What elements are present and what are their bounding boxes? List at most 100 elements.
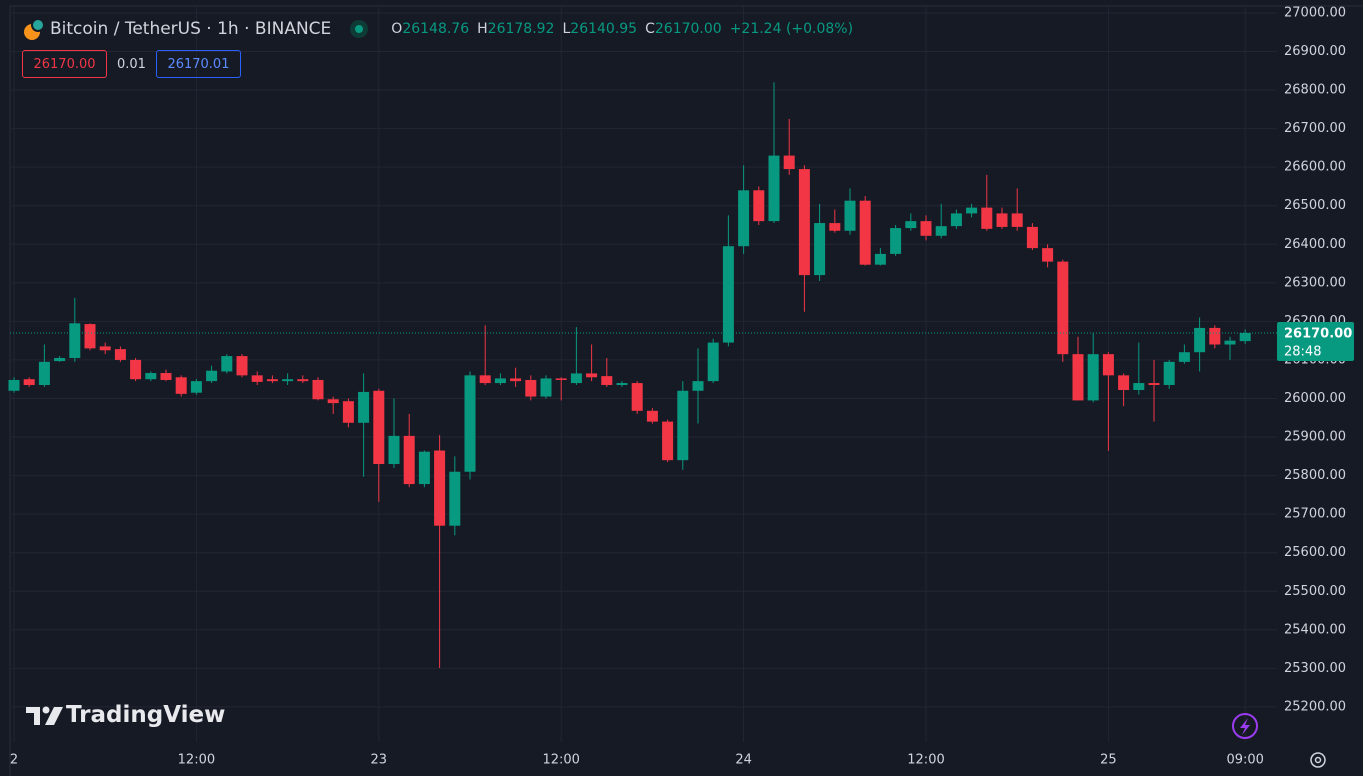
candle-body (464, 375, 476, 472)
candle-body (814, 223, 826, 276)
y-tick-label: 26000.00 (1284, 391, 1346, 406)
candle-body (23, 379, 35, 385)
change: +21.24 (+0.08%) (729, 21, 854, 37)
candle-body (905, 221, 917, 229)
candle-body (966, 207, 978, 214)
candle-body (145, 373, 157, 380)
buy-button[interactable]: 26170.01 (155, 50, 241, 78)
candle-body (1057, 261, 1069, 355)
candle-body (1026, 226, 1038, 249)
x-tick-label: 2 (10, 753, 18, 768)
sell-button[interactable]: 26170.00 (22, 50, 107, 78)
candle-body (114, 349, 126, 360)
candle-body (358, 391, 370, 423)
ohlc-key: L (562, 21, 571, 37)
candle-body (981, 207, 993, 229)
candle-body (1224, 340, 1236, 345)
candle-body (418, 451, 430, 485)
x-tick-label: 12:00 (542, 753, 579, 768)
candle-body (707, 342, 719, 382)
candle-body (722, 246, 734, 343)
candle-body (434, 450, 446, 526)
candle-body (859, 200, 871, 265)
candles (8, 82, 1277, 668)
candle-body (1148, 383, 1160, 385)
symbol-logo (24, 18, 45, 40)
candle-body (510, 378, 522, 382)
x-tick-label: 23 (371, 753, 388, 768)
candle-body (69, 323, 81, 358)
candle-body (601, 376, 613, 385)
x-tick-label: 12:00 (907, 753, 944, 768)
candle-body (479, 375, 491, 384)
candle-body (175, 377, 187, 394)
y-tick-label: 26300.00 (1284, 275, 1346, 290)
candle-body (236, 356, 248, 376)
y-tick-label: 27000.00 (1284, 5, 1346, 20)
candle-body (1072, 354, 1084, 401)
candle-body (1102, 354, 1114, 376)
candle-body (494, 378, 506, 384)
candle-body (1042, 248, 1054, 262)
candle-body (38, 361, 50, 385)
countdown: 28:48 (1284, 344, 1321, 359)
candle-body (920, 221, 932, 236)
candle-body (282, 379, 294, 382)
candle-body (54, 358, 66, 362)
y-tick-label: 26400.00 (1284, 237, 1346, 252)
candle-body (844, 200, 856, 231)
y-tick-label: 26500.00 (1284, 198, 1346, 213)
candle-body (160, 373, 172, 380)
candle-body (616, 383, 628, 385)
candle-body (829, 223, 841, 231)
candle-body (950, 213, 962, 227)
candle-body (1133, 383, 1145, 390)
axes: 25200.00 25300.00 25400.00 25500.00 25600.00… (10, 5, 1354, 768)
candle-body (1011, 213, 1023, 227)
grid (10, 6, 1277, 742)
candle-body (1178, 352, 1190, 362)
candle-body (525, 379, 537, 397)
spread: 0.01 (117, 56, 146, 72)
candle-body (1087, 354, 1099, 401)
y-tick-label: 25400.00 (1284, 622, 1346, 637)
candle-body (388, 435, 400, 465)
candle-body (874, 253, 886, 265)
candle-body (935, 226, 947, 236)
market-status[interactable] (349, 19, 369, 39)
y-tick-label: 26600.00 (1284, 160, 1346, 175)
candle-body (996, 213, 1008, 227)
candle-body (403, 435, 415, 485)
watermark: TradingView (26, 702, 225, 728)
ohlc-value: 26178.92 (487, 21, 555, 37)
watermark-logo (26, 706, 63, 725)
candle-body (297, 379, 309, 382)
symbol-title: Bitcoin / TetherUS · 1h · BINANCE (50, 19, 332, 39)
y-tick-label: 25500.00 (1284, 584, 1346, 599)
last-price-label: 26170.00 (1284, 326, 1352, 341)
settings-icon[interactable] (1310, 752, 1326, 768)
lightning-icon[interactable] (1232, 713, 1258, 739)
ohlc-key: C (645, 21, 655, 37)
y-tick-label: 25900.00 (1284, 430, 1346, 445)
legend-header: Bitcoin / TetherUS · 1h · BINANCE O 26148… (22, 17, 853, 41)
candle-body (84, 324, 96, 349)
candle-body (342, 401, 354, 423)
candle-body (1163, 361, 1175, 385)
candle-body (692, 381, 704, 391)
candle-body (783, 155, 795, 170)
candle-body (662, 421, 674, 461)
candle-body (646, 410, 658, 422)
candle-body (586, 373, 598, 378)
candle-body (327, 399, 339, 404)
ohlc-key: H (477, 21, 488, 37)
candle-body (8, 379, 20, 391)
candle-body (449, 471, 461, 526)
y-tick-label: 25300.00 (1284, 661, 1346, 676)
y-tick-label: 26800.00 (1284, 83, 1346, 98)
x-tick-label: 24 (735, 753, 752, 768)
ohlc-value: 26148.76 (402, 21, 470, 37)
last-price-tag (1277, 321, 1354, 361)
candle-body (768, 155, 780, 222)
